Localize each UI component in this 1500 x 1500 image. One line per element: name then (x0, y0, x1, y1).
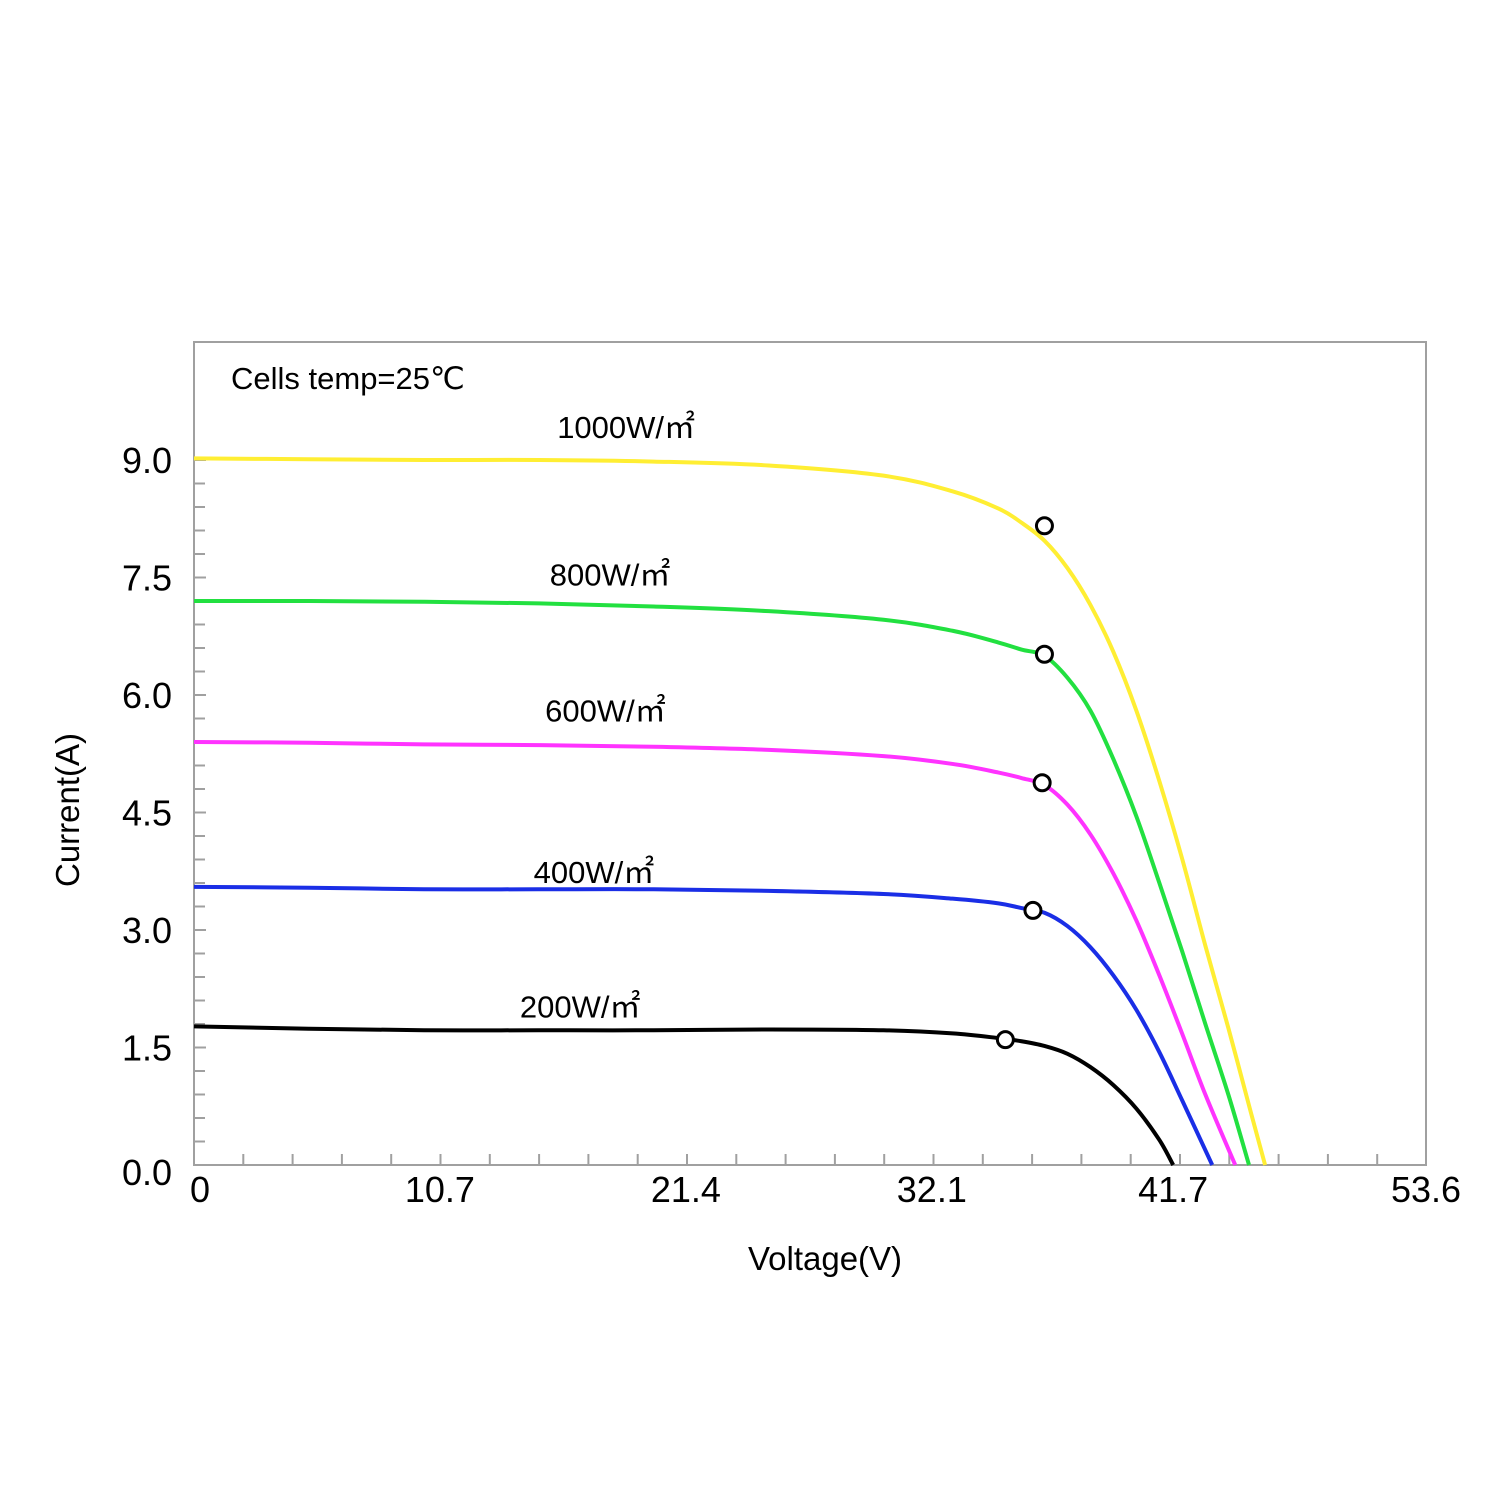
x-tick-label: 0 (190, 1169, 210, 1210)
series-line-0 (193, 456, 1268, 1166)
mpp-point-1 (1034, 644, 1054, 664)
x-axis-title: Voltage(V) (748, 1240, 902, 1277)
y-tick-labels: 0.0 1.5 3.0 4.5 6.0 7.5 9.0 (122, 440, 172, 1193)
y-tick-label: 7.5 (122, 558, 172, 599)
y-tick-label: 6.0 (122, 675, 172, 716)
mpp-point-2 (1032, 773, 1052, 793)
y-tick-label: 9.0 (122, 440, 172, 481)
x-tick-label: 32.1 (897, 1169, 967, 1210)
temperature-annotation: Cells temp=25℃ (231, 361, 465, 396)
curve-label-0: 1000W/㎡ (557, 410, 695, 445)
y-tick-label: 4.5 (122, 793, 172, 834)
y-tick-label: 1.5 (122, 1028, 172, 1069)
curve-label-1: 800W/㎡ (550, 557, 671, 592)
x-tick-labels: 0 10.7 21.4 32.1 41.7 53.6 (190, 1169, 1461, 1210)
series-line-1 (193, 598, 1251, 1166)
mpp-point-4 (995, 1030, 1015, 1050)
x-tick-label: 53.6 (1391, 1169, 1461, 1210)
series-line-3 (193, 884, 1215, 1166)
x-tick-label: 21.4 (651, 1169, 721, 1210)
curve-label-2: 600W/㎡ (545, 694, 666, 729)
curve-label-4: 200W/㎡ (520, 990, 641, 1025)
series-line-2 (193, 740, 1238, 1166)
mpp-point-0 (1034, 516, 1054, 536)
x-tick-label: 41.7 (1138, 1169, 1208, 1210)
y-axis-title: Current(A) (49, 733, 86, 887)
x-tick-label: 10.7 (405, 1169, 475, 1210)
curve-labels: 1000W/㎡ 800W/㎡ 600W/㎡ 400W/㎡ 200W/㎡ (520, 410, 695, 1025)
mpp-point-3 (1023, 900, 1043, 920)
y-tick-label: 0.0 (122, 1152, 172, 1193)
series-line-4 (193, 1024, 1175, 1166)
mpp-markers (995, 516, 1054, 1050)
curves (193, 456, 1268, 1166)
y-tick-label: 3.0 (122, 910, 172, 951)
curve-label-3: 400W/㎡ (534, 855, 655, 890)
